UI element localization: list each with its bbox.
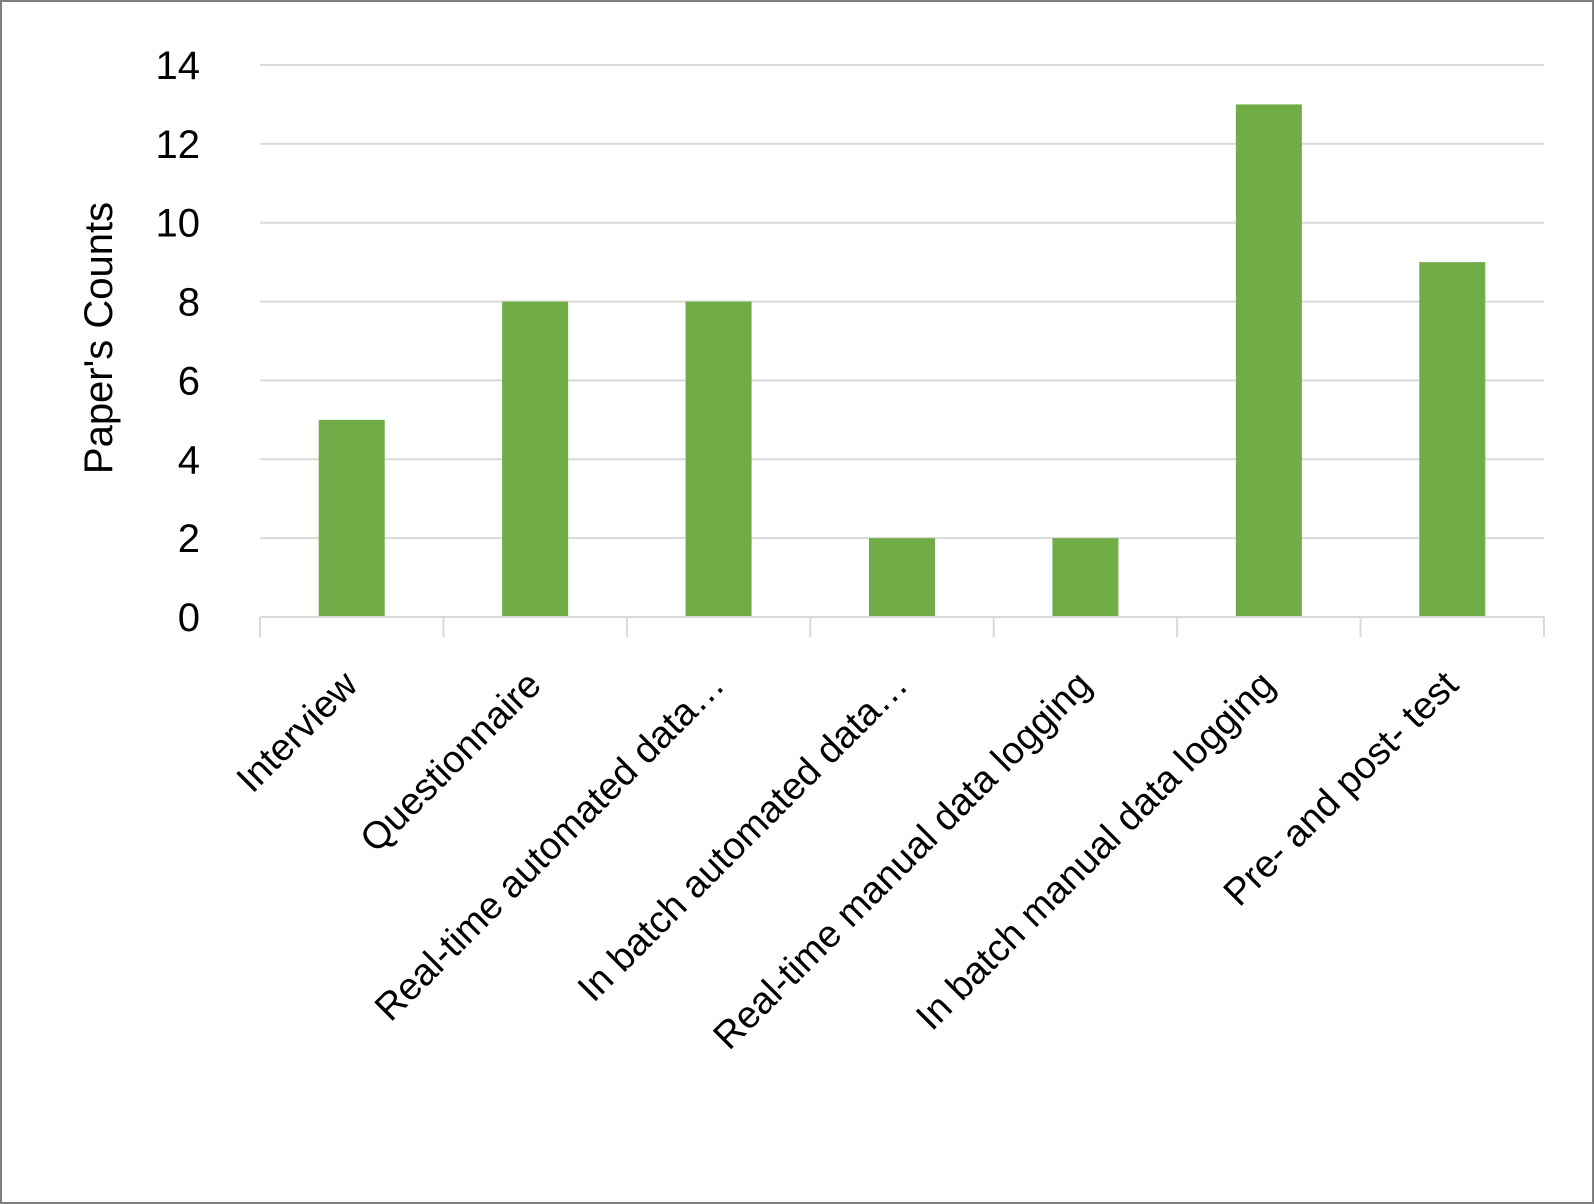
y-tick-label: 6 <box>178 359 200 403</box>
y-tick-label: 10 <box>156 202 201 246</box>
y-tick-labels: 0 2 4 6 8 10 12 14 <box>156 44 201 640</box>
y-tick-label: 12 <box>156 123 201 167</box>
x-axis <box>259 616 1545 637</box>
bar-1 <box>502 301 569 617</box>
x-tick-label: In batch manual data logging <box>908 664 1283 1039</box>
x-tick-label: Real-time manual data logging <box>706 664 1100 1058</box>
y-tick-label: 2 <box>178 517 200 561</box>
bar-0 <box>318 419 385 617</box>
x-tick-label: Interview <box>229 663 367 801</box>
x-tick-label: Questionnaire <box>353 664 550 861</box>
bar-3 <box>869 538 935 617</box>
bar-5 <box>1235 104 1302 617</box>
y-axis-title: Paper's Counts <box>77 202 121 474</box>
bar-2 <box>685 301 752 617</box>
y-tick-label: 14 <box>156 44 201 88</box>
gridlines <box>260 64 1544 540</box>
bar-4 <box>1052 538 1119 617</box>
y-tick-label: 0 <box>178 596 200 640</box>
bars <box>318 104 1486 617</box>
y-tick-label: 4 <box>178 438 200 482</box>
bar-6 <box>1419 262 1486 617</box>
x-tick-label: Real-time automated data… <box>367 664 733 1030</box>
x-tick-label: In batch automated data… <box>570 664 916 1010</box>
y-tick-label: 8 <box>178 281 200 325</box>
